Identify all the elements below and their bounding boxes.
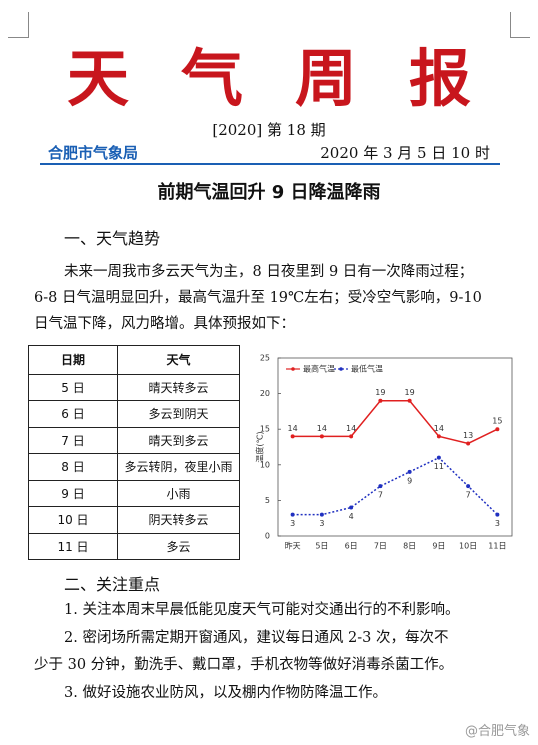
forecast-table: 日期 天气 5 日晴天转多云 6 日多云到阴天 7 日晴天到多云 8 日多云转阴，… [28, 345, 240, 560]
legend-label: 最高气温 [303, 364, 335, 374]
series-line [292, 399, 498, 445]
data-label: 11 [434, 462, 444, 471]
x-tick-label: 5日 [315, 542, 328, 551]
cell: 11 日 [28, 532, 118, 560]
data-label: 14 [317, 424, 327, 433]
point [407, 398, 412, 403]
point [407, 469, 412, 474]
cell: 多云到阴天 [117, 400, 240, 428]
legend-label: 最低气温 [351, 364, 383, 374]
point [290, 434, 295, 439]
y-tick-label: 5 [265, 496, 270, 505]
cell: 多云 [117, 532, 240, 560]
x-tick-label: 11日 [488, 542, 506, 551]
list-line: 3. 做好设施农业防风，以及棚内作物防降温工作。 [64, 685, 387, 701]
date: 2020 年 3 月 5 日 10 时 [320, 144, 490, 162]
point [319, 512, 324, 517]
point [436, 434, 441, 439]
paragraph-line: 6-8 日气温明显回升，最高气温升至 19℃左右；受冷空气影响，9-10 [34, 290, 482, 306]
data-label: 19 [405, 388, 415, 397]
x-tick-label: 9日 [432, 542, 445, 551]
data-label: 19 [375, 388, 385, 397]
cell: 晴天到多云 [117, 426, 240, 454]
cell: 多云转阴，夜里小雨 [117, 453, 240, 481]
table-header: 日期 天气 [28, 345, 240, 375]
crop-mark [510, 12, 511, 38]
cell: 9 日 [28, 479, 118, 507]
data-label: 3 [495, 519, 500, 528]
header-cell: 天气 [117, 345, 240, 375]
section-heading: 一、天气趋势 [64, 229, 161, 248]
cell: 5 日 [28, 373, 118, 401]
issue: [2020] 第 18 期 [212, 121, 326, 139]
point [349, 505, 354, 510]
title: 天气周报 [66, 42, 523, 115]
paragraph-line: 未来一周我市多云天气为主，8 日夜里到 9 日有一次降雨过程； [64, 264, 474, 280]
y-axis-label: 温度(℃) [255, 431, 265, 462]
x-tick-label: 7日 [374, 542, 387, 551]
crop-mark [510, 37, 530, 38]
y-tick-label: 15 [260, 425, 270, 434]
watermark: @合肥气象 [464, 724, 530, 739]
point [466, 441, 471, 446]
section-heading: 二、关注重点 [64, 575, 161, 594]
data-label: 14 [346, 424, 356, 433]
cell: 10 日 [28, 506, 118, 534]
x-tick-label: 8日 [403, 542, 416, 551]
y-tick-label: 0 [265, 532, 270, 541]
cell: 7 日 [28, 426, 118, 454]
crop-mark [28, 12, 29, 38]
data-label: 3 [319, 519, 324, 528]
org: 合肥市气象局 [48, 144, 139, 162]
point [349, 434, 354, 439]
rule [40, 163, 500, 165]
data-label: 15 [492, 417, 502, 426]
data-label: 7 [378, 491, 383, 500]
header-cell: 日期 [28, 345, 118, 375]
data-label: 13 [463, 431, 473, 440]
data-label: 7 [466, 491, 471, 500]
data-label: 14 [288, 424, 298, 433]
x-tick-label: 昨天 [285, 541, 301, 551]
x-tick-label: 6日 [345, 542, 358, 551]
point [290, 512, 295, 517]
list-line: 1. 关注本周末早晨低能见度天气可能对交通出行的不利影响。 [64, 602, 460, 618]
list-line: 2. 密闭场所需定期开窗通风，建议每日通风 2-3 次，每次不 [64, 630, 449, 646]
x-tick-label: 10日 [459, 542, 477, 551]
point [378, 484, 383, 489]
data-label: 4 [349, 512, 354, 521]
point [495, 427, 500, 432]
cell: 阴天转多云 [117, 506, 240, 534]
chart: 温度(℃) 0 5 10 15 20 25 昨天 5日 6日 7日 8日 9日 10日 11日 14 14 14… [255, 354, 513, 551]
y-tick-label: 25 [260, 354, 270, 363]
y-tick-label: 20 [260, 389, 270, 398]
cell: 8 日 [28, 453, 118, 481]
point [319, 434, 324, 439]
data-label: 14 [434, 424, 444, 433]
cell: 6 日 [28, 400, 118, 428]
crop-mark [8, 37, 28, 38]
y-tick-label: 10 [260, 460, 270, 469]
point [466, 484, 471, 489]
plot-frame [277, 357, 513, 537]
data-label: 9 [407, 476, 412, 485]
point [378, 398, 383, 403]
point [436, 455, 441, 460]
paragraph-line: 日气温下降，风力略增。具体预报如下： [34, 316, 295, 332]
cell: 小雨 [117, 479, 240, 507]
list-line: 少于 30 分钟，勤洗手、戴口罩，手机衣物等做好消毒杀菌工作。 [34, 657, 454, 673]
cell: 晴天转多云 [117, 373, 240, 401]
point [495, 512, 500, 517]
legend-marker [339, 367, 343, 371]
headline: 前期气温回升 9 日降温降雨 [157, 182, 381, 203]
data-label: 3 [290, 519, 295, 528]
legend-marker [291, 367, 295, 371]
